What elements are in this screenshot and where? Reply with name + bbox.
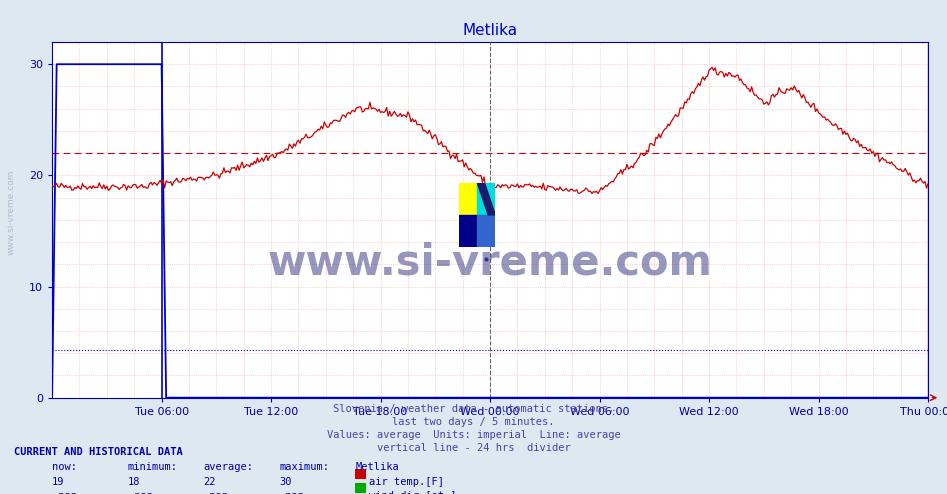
Polygon shape [477,215,495,247]
Text: -nan: -nan [128,491,152,494]
Text: Metlika: Metlika [355,462,399,472]
Text: 22: 22 [204,477,216,487]
Text: 19: 19 [52,477,64,487]
Text: minimum:: minimum: [128,462,178,472]
Text: www.si-vreme.com: www.si-vreme.com [7,170,16,255]
Bar [459,183,477,215]
Text: 30: 30 [279,477,292,487]
Text: www.si-vreme.com: www.si-vreme.com [268,242,712,284]
Text: Values: average  Units: imperial  Line: average: Values: average Units: imperial Line: av… [327,430,620,440]
Text: maximum:: maximum: [279,462,330,472]
Text: -nan: -nan [279,491,304,494]
Text: -nan: -nan [204,491,228,494]
Text: now:: now: [52,462,77,472]
Text: air temp.[F]: air temp.[F] [369,477,444,487]
Text: vertical line - 24 hrs  divider: vertical line - 24 hrs divider [377,443,570,453]
Polygon shape [477,183,495,215]
Polygon shape [477,183,495,215]
Text: Slovenia / weather data - automatic stations.: Slovenia / weather data - automatic stat… [333,404,614,414]
Text: wind dir.[st.]: wind dir.[st.] [369,491,456,494]
Text: CURRENT AND HISTORICAL DATA: CURRENT AND HISTORICAL DATA [14,447,183,457]
Title: Metlika: Metlika [462,23,518,38]
Text: average:: average: [204,462,254,472]
Bar [459,215,477,247]
Text: -nan: -nan [52,491,77,494]
Text: 18: 18 [128,477,140,487]
Text: last two days / 5 minutes.: last two days / 5 minutes. [392,417,555,427]
